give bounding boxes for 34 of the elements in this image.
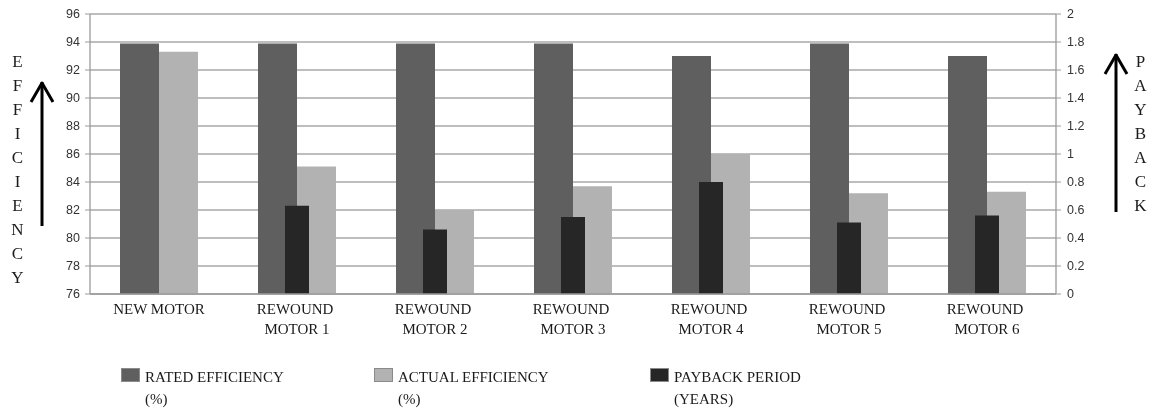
y2-tick-label: 0.8 xyxy=(1067,175,1085,190)
y2-axis-title: PAYBACK xyxy=(1131,52,1150,220)
y2-tick-label: 2 xyxy=(1067,7,1074,22)
legend-label: ACTUAL EFFICIENCY (%) xyxy=(398,369,549,409)
x-tick-label: REWOUND MOTOR 2 xyxy=(394,301,476,337)
y-tick-label: 96 xyxy=(66,7,81,22)
y-axis-title: EFFICIENCY xyxy=(8,52,27,292)
y2-tick-label: 0.4 xyxy=(1067,231,1085,246)
legend-label: RATED EFFICIENCY (%) xyxy=(145,369,284,409)
y-tick-label: 82 xyxy=(66,203,81,218)
y2-tick-label: 1 xyxy=(1067,147,1074,162)
y2-tick-label: 1.4 xyxy=(1067,91,1085,106)
y-tick-label: 76 xyxy=(66,287,81,302)
y-tick-label: 94 xyxy=(66,35,81,50)
legend-label: PAYBACK PERIOD (YEARS) xyxy=(674,369,801,409)
y2-tick-label: 1.2 xyxy=(1067,119,1085,134)
y2-tick-label: 0.6 xyxy=(1067,203,1085,218)
y-tick-label: 90 xyxy=(66,91,81,106)
y-tick-label: 78 xyxy=(66,259,81,274)
x-tick-label: REWOUND MOTOR 6 xyxy=(946,301,1028,337)
x-tick-label: NEW MOTOR xyxy=(113,301,205,317)
x-tick-label: REWOUND MOTOR 5 xyxy=(808,301,890,337)
x-tick-label: REWOUND MOTOR 1 xyxy=(256,301,338,337)
y2-tick-label: 0.2 xyxy=(1067,259,1085,274)
y-tick-label: 80 xyxy=(66,231,81,246)
y-tick-label: 86 xyxy=(66,147,81,162)
y-tick-label: 88 xyxy=(66,119,81,134)
y2-tick-label: 1.8 xyxy=(1067,35,1085,50)
x-tick-label: REWOUND MOTOR 4 xyxy=(670,301,752,337)
y2-tick-label: 1.6 xyxy=(1067,63,1085,78)
y-tick-label: 84 xyxy=(66,175,81,190)
y-tick-label: 92 xyxy=(66,63,81,78)
x-tick-label: REWOUND MOTOR 3 xyxy=(532,301,614,337)
y2-tick-label: 0 xyxy=(1067,287,1074,302)
